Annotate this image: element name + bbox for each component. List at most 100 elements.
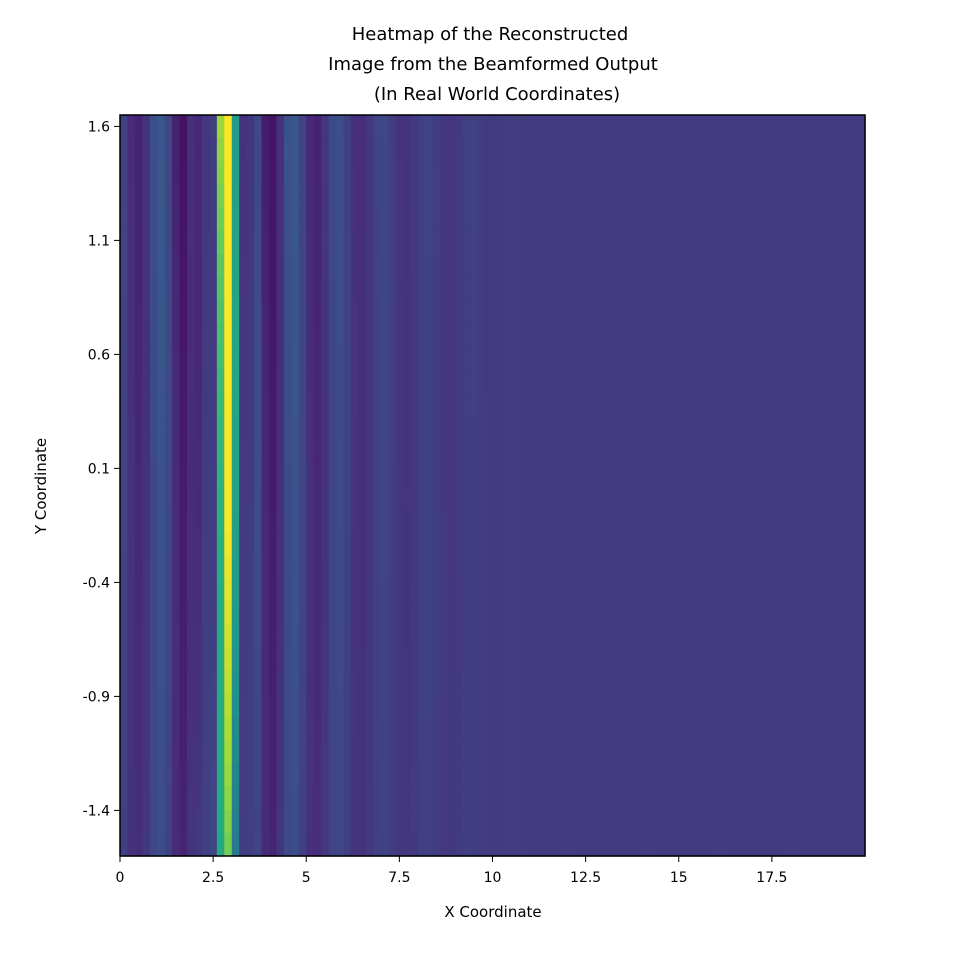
- heatmap-cell: [686, 439, 695, 463]
- heatmap-cell: [507, 832, 516, 857]
- heatmap-cell: [820, 670, 829, 695]
- heatmap-cell: [723, 346, 732, 371]
- heatmap-cell: [857, 439, 866, 463]
- heatmap-cell: [336, 740, 345, 764]
- heatmap-cell: [708, 809, 717, 834]
- heatmap-cell: [373, 809, 382, 834]
- heatmap-cell: [492, 763, 501, 788]
- heatmap-cell: [201, 601, 210, 626]
- heatmap-cell: [738, 647, 747, 672]
- heatmap-cell: [544, 740, 553, 764]
- heatmap-cell: [485, 207, 494, 232]
- heatmap-cell: [410, 763, 419, 788]
- heatmap-cell: [626, 416, 635, 440]
- heatmap-cell: [172, 508, 181, 533]
- heatmap-cell: [499, 485, 508, 510]
- heatmap-cell: [418, 323, 427, 348]
- heatmap-cell: [671, 416, 680, 440]
- heatmap-cell: [783, 416, 792, 440]
- heatmap-cell: [753, 531, 762, 556]
- heatmap-cell: [239, 416, 248, 440]
- heatmap-cell: [254, 323, 263, 348]
- heatmap-cell: [343, 740, 352, 764]
- heatmap-cell: [730, 832, 739, 857]
- heatmap-cell: [693, 392, 702, 417]
- heatmap-cell: [574, 184, 583, 209]
- heatmap-cell: [656, 115, 665, 139]
- heatmap-cell: [492, 485, 501, 510]
- heatmap-cell: [805, 300, 814, 325]
- heatmap-cell: [678, 115, 687, 139]
- heatmap-cell: [261, 531, 270, 556]
- y-axis: 1.61.10.60.1-0.4-0.9-1.4: [83, 119, 120, 819]
- heatmap-cell: [306, 115, 315, 139]
- heatmap-cell: [805, 485, 814, 510]
- heatmap-cell: [648, 230, 657, 255]
- heatmap-cell: [164, 508, 173, 533]
- heatmap-cell: [701, 624, 710, 649]
- heatmap-cell: [395, 740, 404, 764]
- heatmap-cell: [626, 369, 635, 394]
- heatmap-cell: [537, 138, 546, 162]
- heatmap-cell: [127, 392, 136, 417]
- heatmap-cell: [797, 300, 806, 325]
- heatmap-cell: [716, 647, 725, 672]
- heatmap-cell: [626, 554, 635, 579]
- heatmap-cell: [261, 554, 270, 579]
- heatmap-cell: [440, 832, 449, 857]
- heatmap-cell: [343, 578, 352, 602]
- heatmap-cell: [455, 207, 464, 232]
- heatmap-cell: [574, 462, 583, 487]
- heatmap-cell: [343, 416, 352, 440]
- heatmap-cell: [201, 647, 210, 672]
- heatmap-cell: [611, 624, 620, 649]
- heatmap-cell: [559, 300, 568, 325]
- heatmap-cell: [559, 578, 568, 602]
- heatmap-cell: [179, 253, 188, 278]
- heatmap-cell: [820, 717, 829, 741]
- heatmap-cell: [768, 508, 777, 533]
- heatmap-cell: [432, 300, 441, 325]
- heatmap-cell: [209, 230, 218, 255]
- heatmap-cell: [239, 832, 248, 857]
- heatmap-cell: [187, 578, 196, 602]
- heatmap-cell: [365, 578, 374, 602]
- heatmap-cell: [507, 647, 516, 672]
- heatmap-cell: [574, 809, 583, 834]
- heatmap-cell: [753, 346, 762, 371]
- heatmap-cell: [209, 253, 218, 278]
- heatmap-cell: [671, 763, 680, 788]
- heatmap-cell: [827, 346, 836, 371]
- heatmap-cell: [835, 230, 844, 255]
- heatmap-cell: [313, 416, 322, 440]
- heatmap-cell: [470, 693, 479, 718]
- heatmap-cell: [581, 485, 590, 510]
- heatmap-cell: [753, 300, 762, 325]
- y-tick-label: -0.9: [83, 689, 110, 705]
- heatmap-cell: [246, 323, 255, 348]
- heatmap-cell: [738, 554, 747, 579]
- heatmap-cell: [544, 485, 553, 510]
- heatmap-cell: [120, 277, 129, 301]
- heatmap-cell: [462, 392, 471, 417]
- heatmap-cell: [269, 693, 278, 718]
- heatmap-cell: [641, 832, 650, 857]
- heatmap-cell: [753, 138, 762, 162]
- heatmap-cell: [313, 439, 322, 463]
- heatmap-cell: [194, 253, 203, 278]
- heatmap-cell: [231, 601, 240, 626]
- heatmap-cell: [447, 277, 456, 301]
- heatmap-cell: [760, 369, 769, 394]
- heatmap-cell: [581, 253, 590, 278]
- heatmap-cell: [485, 647, 494, 672]
- heatmap-cell: [343, 531, 352, 556]
- heatmap-cell: [403, 369, 412, 394]
- heatmap-cell: [693, 554, 702, 579]
- heatmap-cell: [507, 184, 516, 209]
- heatmap-cell: [753, 554, 762, 579]
- heatmap-cell: [790, 578, 799, 602]
- heatmap-cell: [403, 230, 412, 255]
- heatmap-cell: [619, 809, 628, 834]
- heatmap-cell: [187, 184, 196, 209]
- heatmap-cell: [291, 300, 300, 325]
